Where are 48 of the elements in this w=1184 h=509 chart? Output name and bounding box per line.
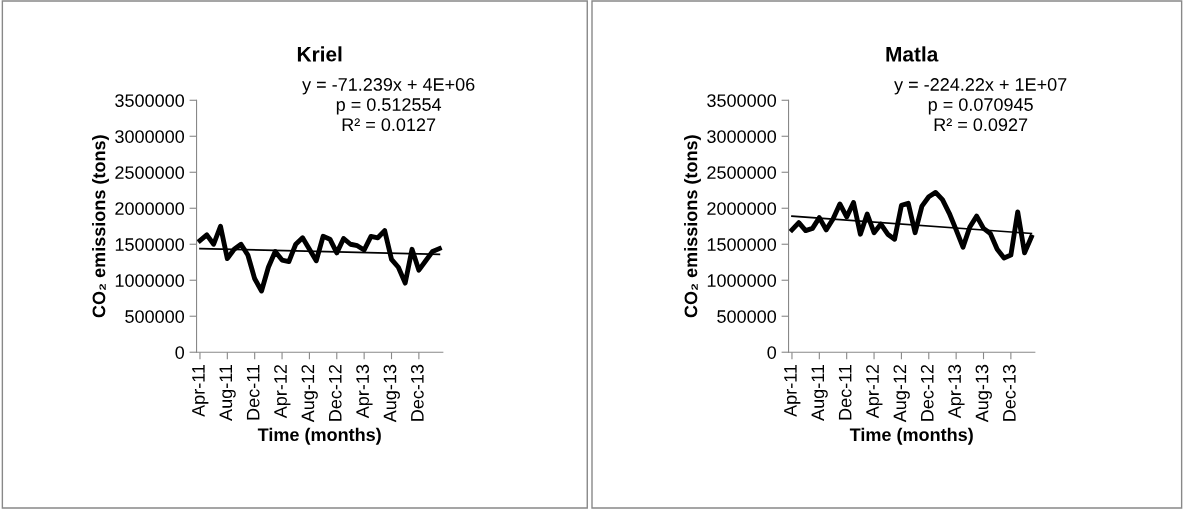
y-tick-label: 2500000 (707, 166, 777, 179)
x-tick-label: Aug-11 (219, 364, 236, 421)
x-tick-label: Aug-12 (301, 364, 318, 423)
y-tick-label: 3500000 (115, 94, 185, 107)
y-tick-label: 0 (767, 346, 777, 359)
y-tick-label: 2000000 (115, 202, 185, 215)
y-tick-label: 1500000 (115, 238, 185, 251)
x-tick-label: Apr-13 (948, 364, 965, 419)
x-tick-label: Aug-12 (893, 364, 910, 423)
text: y = -71.239x + 4E+06 (302, 78, 475, 95)
y-tick-label: 1000000 (115, 274, 185, 287)
x-tick-label: Aug-11 (811, 364, 828, 421)
x-tick-label: Apr-11 (784, 364, 801, 417)
chart-title: Kriel (297, 46, 342, 62)
y-tick-label: 3000000 (115, 130, 185, 143)
x-tick-label: Aug-13 (383, 364, 400, 423)
line-series (197, 223, 442, 294)
annotation: R² = 0.0927 (934, 118, 1028, 132)
y-tick-label: 1500000 (707, 238, 777, 251)
x-tick-label: Apr-12 (866, 364, 883, 419)
annotation: p = 0.070945 (928, 98, 1033, 115)
x-tick-label: Apr-12 (274, 364, 291, 419)
y-tick-label: 3000000 (707, 130, 777, 143)
x-tick-label: Dec-13 (410, 364, 424, 421)
x-tick-label: Dec-11 (838, 364, 852, 420)
y-axis-title: CO₂ emissions (tons) (684, 135, 701, 318)
x-tick-label: Dec-12 (920, 364, 934, 421)
y-tick-label: 2500000 (115, 166, 185, 179)
y-axis-title: CO₂ emissions (tons) (92, 135, 109, 318)
y-tick-label: 2000000 (707, 202, 777, 215)
y-tick-label: 500000 (717, 310, 777, 323)
chart-title: Matla (886, 46, 939, 62)
x-axis-title: Time (months) (849, 427, 973, 445)
x-tick-label: Dec-11 (246, 364, 260, 420)
line-series (789, 189, 1034, 261)
text: y = -224.22x + 1E+07 (894, 78, 1067, 95)
y-tick-label: 1000000 (707, 274, 777, 287)
x-tick-label: Dec-13 (1002, 364, 1016, 421)
x-axis-title: Time (months) (257, 427, 381, 445)
annotation: p = 0.512554 (336, 98, 442, 115)
y-tick-label: 500000 (125, 310, 185, 323)
x-tick-label: Dec-12 (328, 364, 342, 421)
y-tick-label: 0 (175, 346, 185, 359)
y-tick-label: 3500000 (707, 94, 777, 107)
x-tick-label: Apr-13 (356, 364, 373, 419)
annotation: R² = 0.0127 (342, 118, 436, 132)
x-tick-label: Apr-11 (192, 364, 209, 417)
x-tick-label: Aug-13 (975, 364, 992, 423)
